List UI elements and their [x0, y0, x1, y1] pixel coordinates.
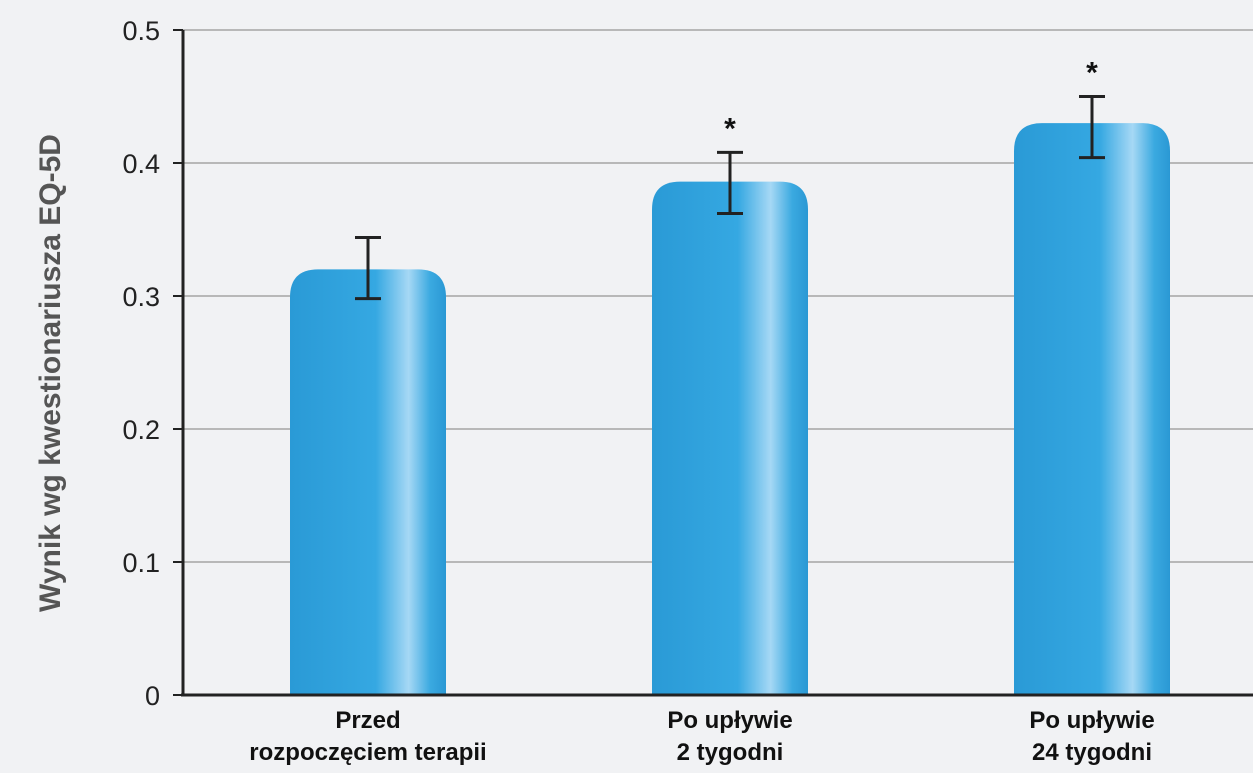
- bar: [1014, 123, 1170, 696]
- category-label: Po upływie: [667, 707, 792, 734]
- y-tick-labels: 0 0.1 0.2 0.3 0.4 0.5: [122, 16, 160, 711]
- y-tick-label: 0.2: [122, 415, 160, 445]
- bars: [290, 123, 1170, 696]
- category-label: Po upływie: [1029, 707, 1154, 734]
- axes: [173, 29, 1253, 697]
- y-tick-label: 0.4: [122, 149, 160, 179]
- bar: [290, 269, 446, 695]
- y-tick-label: 0.3: [122, 282, 160, 312]
- y-axis-label: Wynik wg kwestionariusza EQ-5D: [34, 134, 67, 612]
- category-label: 24 tygodni: [1032, 739, 1152, 766]
- y-tick-label: 0.5: [122, 16, 160, 46]
- significance-marker: *: [1086, 57, 1098, 90]
- category-label: Przed: [335, 707, 400, 734]
- category-labels: Przed rozpoczęciem terapii Po upływie 2 tyg…: [249, 707, 1154, 766]
- bar: [652, 181, 808, 695]
- significance-marker: *: [724, 112, 736, 145]
- category-label: rozpoczęciem terapii: [249, 739, 486, 766]
- y-tick-label: 0.1: [122, 548, 160, 578]
- category-label: 2 tygodni: [677, 739, 784, 766]
- y-tick-label: 0: [145, 681, 160, 711]
- error-bars: **: [355, 57, 1105, 301]
